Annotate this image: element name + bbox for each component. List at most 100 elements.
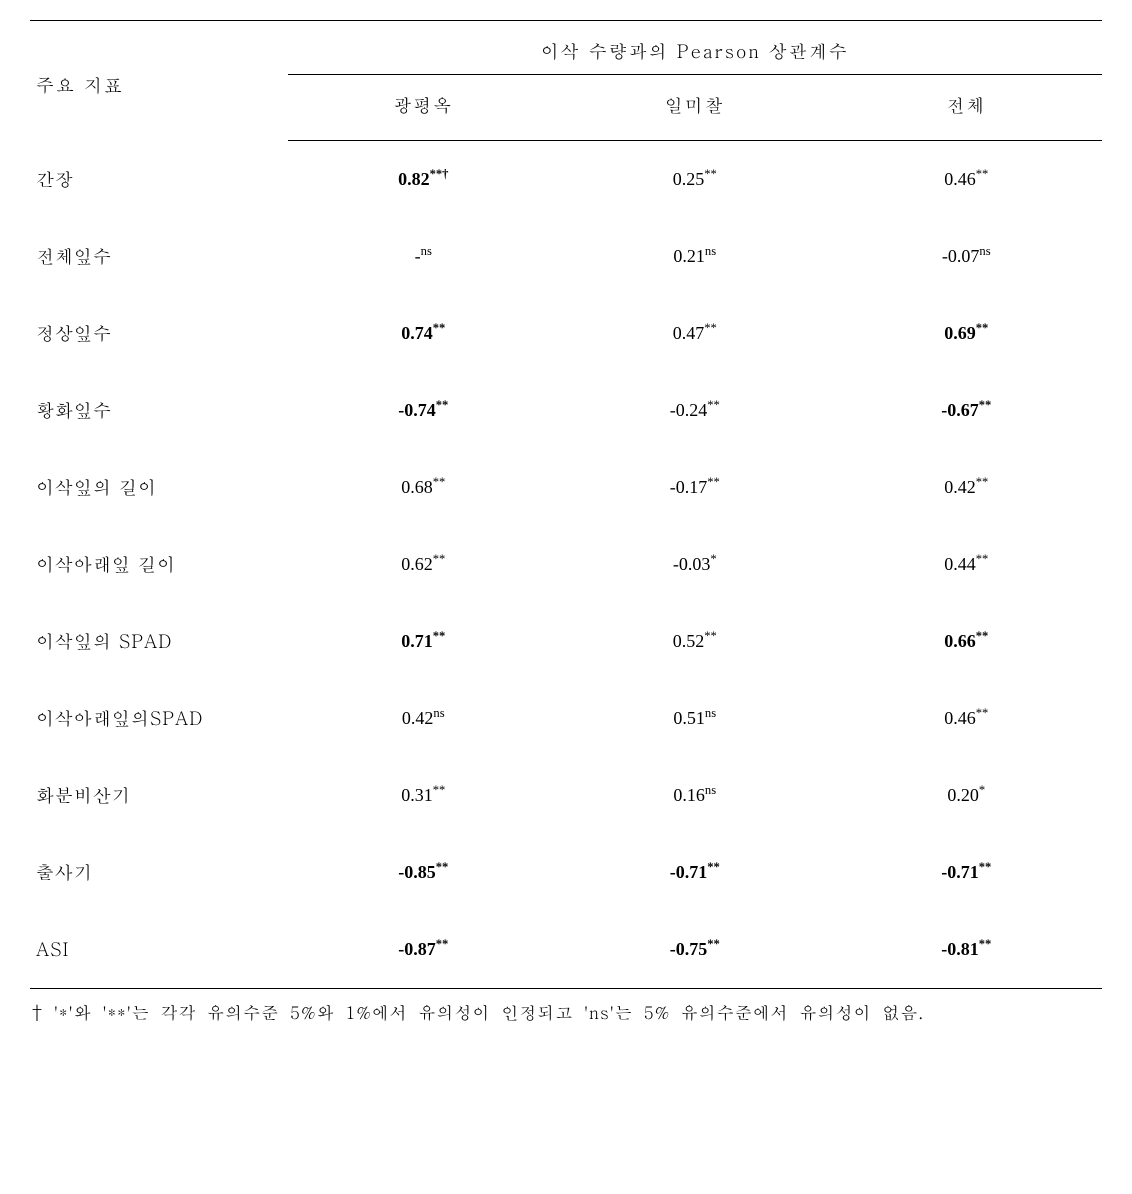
- cell-value: 0.66: [944, 631, 976, 651]
- data-cell: -0.85**: [288, 834, 559, 911]
- cell-superscript: **: [707, 475, 720, 489]
- table-footnote: † '*'와 '**'는 각각 유의수준 5%와 1%에서 유의성이 인정되고 …: [30, 989, 1102, 1029]
- data-cell: 0.52**: [559, 603, 830, 680]
- cell-superscript: ns: [705, 706, 716, 720]
- data-cell: 0.62**: [288, 526, 559, 603]
- cell-superscript: **: [979, 398, 992, 412]
- row-label: 이삭아래잎 길이: [30, 526, 288, 603]
- cell-superscript: **: [436, 860, 449, 874]
- table-row: 이삭아래잎 길이0.62**-0.03*0.44**: [30, 526, 1102, 603]
- cell-superscript: **: [433, 783, 446, 797]
- cell-value: 0.62: [401, 554, 433, 574]
- cell-superscript: **: [707, 937, 720, 951]
- data-cell: -0.87**: [288, 911, 559, 989]
- spanner-header: 이삭 수량과의 Pearson 상관계수: [288, 21, 1102, 73]
- cell-value: 0.31: [401, 785, 433, 805]
- data-cell: 0.68**: [288, 449, 559, 526]
- cell-superscript: **: [979, 937, 992, 951]
- cell-value: 0.52: [673, 631, 705, 651]
- cell-value: -0.07: [942, 246, 980, 266]
- cell-superscript: **: [976, 629, 989, 643]
- data-cell: 0.66**: [831, 603, 1103, 680]
- cell-superscript: ns: [433, 706, 444, 720]
- cell-superscript: **: [707, 860, 720, 874]
- row-label: ASI: [30, 911, 288, 989]
- table-row: ASI-0.87**-0.75**-0.81**: [30, 911, 1102, 989]
- cell-superscript: **: [704, 321, 717, 335]
- data-cell: 0.31**: [288, 757, 559, 834]
- cell-value: -0.67: [941, 400, 979, 420]
- cell-superscript: **: [976, 706, 989, 720]
- cell-superscript: **: [979, 860, 992, 874]
- data-cell: -0.07ns: [831, 218, 1103, 295]
- cell-superscript: **: [433, 552, 446, 566]
- cell-value: -0.81: [941, 939, 979, 959]
- cell-value: 0.25: [673, 169, 705, 189]
- cell-superscript: **: [436, 937, 449, 951]
- table-row: 화분비산기0.31**0.16ns0.20*: [30, 757, 1102, 834]
- col-header-3: 전체: [831, 75, 1103, 141]
- row-label: 전체잎수: [30, 218, 288, 295]
- data-cell: 0.47**: [559, 295, 830, 372]
- correlation-table-wrapper: 주요 지표 이삭 수량과의 Pearson 상관계수 광평옥 일미찰 전체 간장…: [30, 20, 1102, 1029]
- cell-value: 0.71: [401, 631, 433, 651]
- cell-value: 0.46: [944, 708, 976, 728]
- data-cell: -0.81**: [831, 911, 1103, 989]
- data-cell: -0.75**: [559, 911, 830, 989]
- col-header-2: 일미찰: [559, 75, 830, 141]
- data-cell: -0.71**: [559, 834, 830, 911]
- cell-value: 0.74: [401, 323, 433, 343]
- cell-superscript: **: [436, 398, 449, 412]
- cell-value: 0.47: [673, 323, 705, 343]
- cell-superscript: **†: [430, 167, 449, 181]
- data-cell: 0.82**†: [288, 141, 559, 218]
- table-row: 출사기-0.85**-0.71**-0.71**: [30, 834, 1102, 911]
- table-header: 주요 지표 이삭 수량과의 Pearson 상관계수 광평옥 일미찰 전체: [30, 21, 1102, 141]
- data-cell: 0.42ns: [288, 680, 559, 757]
- data-cell: 0.42**: [831, 449, 1103, 526]
- data-cell: 0.71**: [288, 603, 559, 680]
- cell-value: 0.82: [398, 169, 430, 189]
- cell-value: -0.17: [670, 477, 708, 497]
- data-cell: 0.16ns: [559, 757, 830, 834]
- row-label: 정상잎수: [30, 295, 288, 372]
- cell-value: -0.74: [398, 400, 436, 420]
- cell-value: 0.42: [402, 708, 434, 728]
- table-row: 황화잎수-0.74**-0.24**-0.67**: [30, 372, 1102, 449]
- row-label: 이삭잎의 SPAD: [30, 603, 288, 680]
- cell-superscript: ns: [421, 244, 432, 258]
- cell-value: 0.51: [673, 708, 705, 728]
- cell-superscript: ns: [705, 244, 716, 258]
- cell-value: 0.42: [944, 477, 976, 497]
- data-cell: -0.67**: [831, 372, 1103, 449]
- row-label: 출사기: [30, 834, 288, 911]
- cell-superscript: *: [710, 552, 716, 566]
- data-cell: -0.74**: [288, 372, 559, 449]
- data-cell: 0.20*: [831, 757, 1103, 834]
- table-body: 간장0.82**†0.25**0.46**전체잎수-ns0.21ns-0.07n…: [30, 141, 1102, 989]
- row-label-header: 주요 지표: [30, 21, 288, 141]
- data-cell: -0.71**: [831, 834, 1103, 911]
- cell-value: 0.20: [947, 785, 979, 805]
- data-cell: 0.69**: [831, 295, 1103, 372]
- cell-superscript: **: [704, 629, 717, 643]
- cell-value: 0.69: [944, 323, 976, 343]
- data-cell: -0.03*: [559, 526, 830, 603]
- data-cell: 0.21ns: [559, 218, 830, 295]
- table-row: 간장0.82**†0.25**0.46**: [30, 141, 1102, 218]
- cell-superscript: **: [704, 167, 717, 181]
- data-cell: 0.46**: [831, 680, 1103, 757]
- row-label: 간장: [30, 141, 288, 218]
- table-row: 이삭잎의 SPAD0.71**0.52**0.66**: [30, 603, 1102, 680]
- cell-value: -0.87: [398, 939, 436, 959]
- data-cell: -ns: [288, 218, 559, 295]
- cell-superscript: **: [976, 321, 989, 335]
- data-cell: 0.51ns: [559, 680, 830, 757]
- cell-value: 0.68: [401, 477, 433, 497]
- data-cell: -0.17**: [559, 449, 830, 526]
- cell-value: -0.71: [670, 862, 708, 882]
- cell-value: 0.46: [944, 169, 976, 189]
- cell-superscript: **: [976, 475, 989, 489]
- table-row: 이삭아래잎의SPAD0.42ns0.51ns0.46**: [30, 680, 1102, 757]
- header-row-1: 주요 지표 이삭 수량과의 Pearson 상관계수: [30, 21, 1102, 73]
